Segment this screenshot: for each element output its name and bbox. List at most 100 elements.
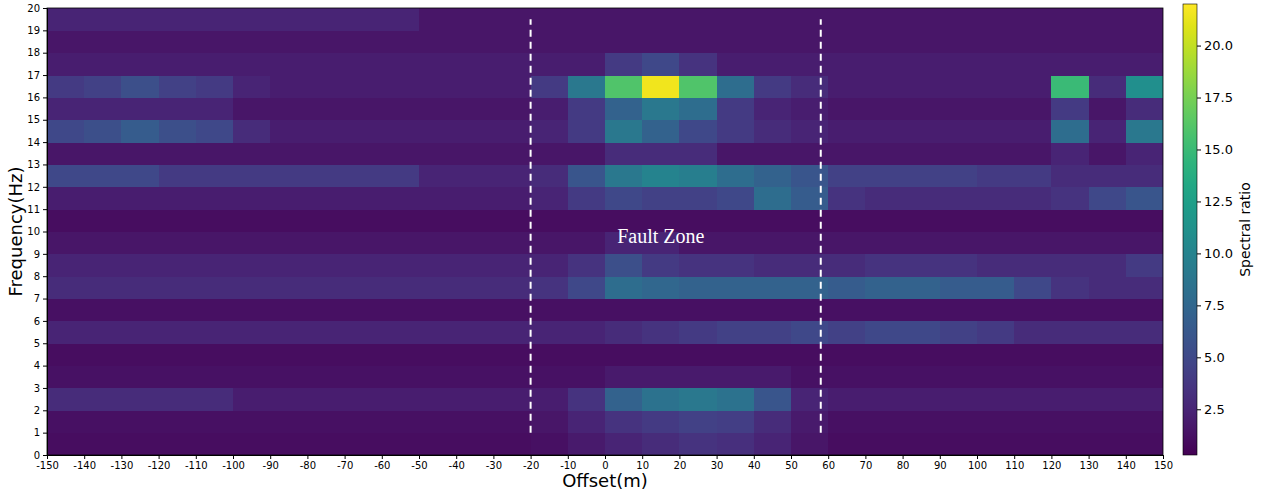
- y-axis-tick-label: 11: [27, 204, 40, 215]
- heatmap-cell: [1126, 366, 1163, 389]
- heatmap-cell: [903, 209, 941, 232]
- heatmap-cell: [196, 366, 234, 389]
- heatmap-cell: [679, 433, 717, 455]
- heatmap-cell: [307, 187, 345, 210]
- heatmap-cell: [791, 276, 829, 299]
- heatmap-cell: [345, 209, 383, 232]
- heatmap-cell: [307, 120, 345, 143]
- heatmap-cell: [754, 75, 792, 98]
- heatmap-cell: [1126, 254, 1163, 277]
- heatmap-cell: [642, 410, 680, 433]
- heatmap-cell: [1051, 433, 1089, 455]
- heatmap-cell: [865, 120, 903, 143]
- heatmap-cell: [940, 8, 978, 31]
- heatmap-cell: [828, 299, 866, 322]
- heatmap-cell: [531, 75, 569, 98]
- heatmap-cell: [47, 410, 85, 433]
- y-axis-tick: 13: [27, 159, 47, 170]
- heatmap-cell: [940, 410, 978, 433]
- heatmap-cell: [568, 97, 606, 120]
- x-axis-title: Offset(m): [562, 470, 648, 491]
- x-axis-tick: -120: [148, 455, 171, 471]
- heatmap-cell: [456, 30, 494, 53]
- y-axis-tick-label: 6: [34, 316, 40, 327]
- heatmap-cell: [903, 97, 941, 120]
- x-axis-tick: -70: [337, 455, 353, 471]
- heatmap-cell: [717, 53, 755, 76]
- x-axis-tick-mark: [159, 455, 160, 459]
- heatmap-cell: [270, 433, 308, 455]
- heatmap-cell: [903, 321, 941, 344]
- heatmap-cell: [345, 232, 383, 255]
- heatmap-cell: [382, 321, 420, 344]
- heatmap-cell: [940, 142, 978, 165]
- heatmap-cell: [382, 433, 420, 455]
- x-axis-tick-mark: [419, 455, 420, 459]
- heatmap-cell: [828, 321, 866, 344]
- x-axis-tick-label: -60: [374, 460, 390, 471]
- heatmap-cell: [531, 410, 569, 433]
- heatmap-cell: [940, 97, 978, 120]
- y-axis-tick-label: 5: [34, 338, 40, 349]
- heatmap-cell: [642, 388, 680, 411]
- heatmap-cell: [1089, 209, 1127, 232]
- heatmap-cell: [345, 433, 383, 455]
- heatmap-cell: [493, 388, 531, 411]
- heatmap-cell: [493, 410, 531, 433]
- x-axis-tick: 0: [602, 455, 608, 471]
- colorbar-axis-tick-label: 2.5: [1204, 402, 1225, 417]
- heatmap-cell: [270, 343, 308, 366]
- heatmap-cell: [1014, 97, 1052, 120]
- heatmap-cell: [679, 410, 717, 433]
- y-axis-tick-mark: [43, 455, 47, 456]
- heatmap-cell: [717, 30, 755, 53]
- heatmap-cell: [977, 276, 1015, 299]
- heatmap-cell: [233, 254, 271, 277]
- heatmap-cell: [717, 120, 755, 143]
- heatmap-cell: [419, 187, 457, 210]
- x-axis-tick: 40: [748, 455, 761, 471]
- heatmap-cell: [828, 410, 866, 433]
- y-axis-tick-mark: [43, 232, 47, 233]
- heatmap-cell: [791, 164, 829, 187]
- x-axis-tick-mark: [233, 455, 234, 459]
- heatmap-cell: [456, 209, 494, 232]
- x-axis-tick: -10: [560, 455, 576, 471]
- heatmap-cell: [1051, 254, 1089, 277]
- heatmap-cell: [865, 8, 903, 31]
- y-axis-tick: 9: [34, 249, 47, 260]
- x-axis-tick-mark: [642, 455, 643, 459]
- heatmap-cell: [568, 410, 606, 433]
- heatmap-cell: [1126, 209, 1163, 232]
- x-axis-tick-mark: [568, 455, 569, 459]
- heatmap-cell: [828, 366, 866, 389]
- heatmap-cell: [754, 410, 792, 433]
- heatmap-cell: [531, 8, 569, 31]
- heatmap-cell: [1089, 53, 1127, 76]
- heatmap-cell: [940, 254, 978, 277]
- heatmap-cell: [382, 232, 420, 255]
- heatmap-cell: [717, 142, 755, 165]
- heatmap-cell: [1051, 366, 1089, 389]
- x-axis-tick-mark: [717, 455, 718, 459]
- heatmap-cell: [419, 209, 457, 232]
- heatmap-cell: [270, 299, 308, 322]
- heatmap-cell: [84, 120, 122, 143]
- heatmap-cell: [493, 232, 531, 255]
- x-axis-tick: 110: [1005, 455, 1024, 471]
- heatmap-cell: [977, 321, 1015, 344]
- heatmap-cell: [977, 343, 1015, 366]
- heatmap-cell: [865, 276, 903, 299]
- heatmap-cell: [717, 366, 755, 389]
- x-axis-tick: 100: [968, 455, 987, 471]
- heatmap-cell: [456, 433, 494, 455]
- heatmap-cell: [828, 232, 866, 255]
- heatmap-cell: [345, 164, 383, 187]
- heatmap-cell: [121, 343, 159, 366]
- heatmap-cell: [568, 209, 606, 232]
- x-axis-tick-label: 150: [1154, 460, 1173, 471]
- y-axis-tick-label: 12: [27, 182, 40, 193]
- heatmap-cell: [1126, 164, 1163, 187]
- heatmap-cell: [233, 30, 271, 53]
- heatmap-cell: [568, 388, 606, 411]
